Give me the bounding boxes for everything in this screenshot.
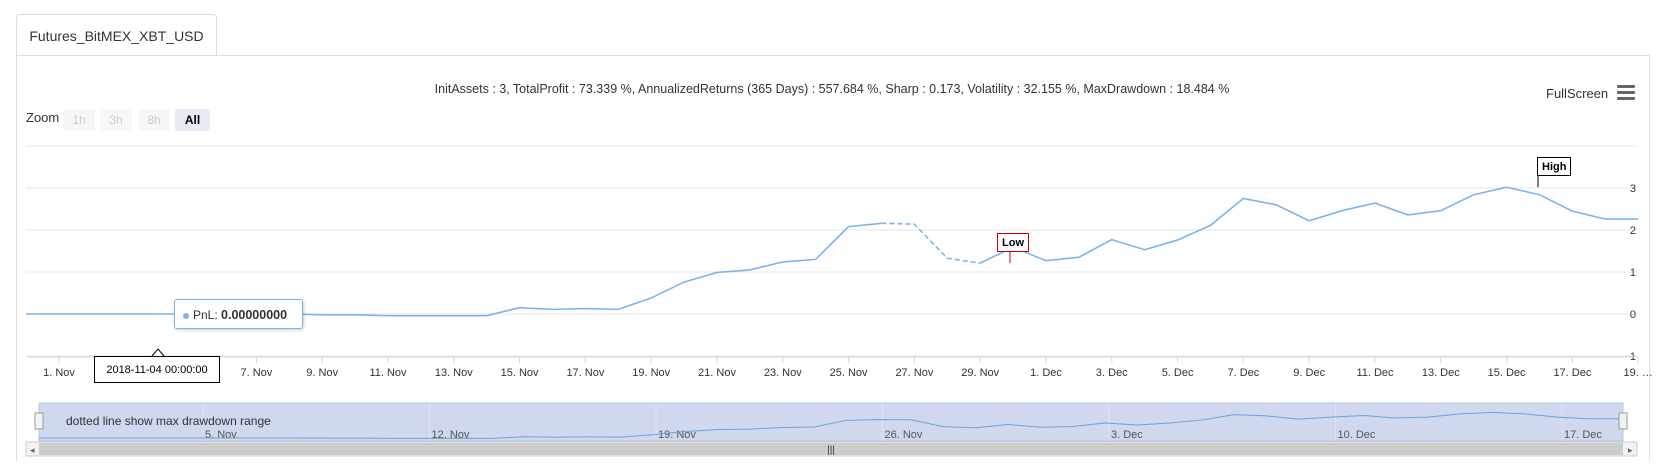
y-tick-label: 3 [1630, 183, 1636, 195]
x-tick-label: 15. Dec [1488, 367, 1526, 379]
navigator-tick-label: 5. Nov [205, 429, 237, 441]
navigator-series-line [39, 411, 1622, 439]
pnl-series-line [26, 222, 882, 317]
navigator-handle [1618, 412, 1628, 430]
x-tick-label: 11. Nov [369, 367, 407, 379]
x-tick-label: 17. Nov [566, 367, 604, 379]
x-tick-label: 11. Dec [1356, 367, 1394, 379]
hamburger-icon[interactable] [1617, 85, 1635, 101]
x-tick-label: 7. Nov [241, 367, 273, 379]
navigator-tick-label: 26. Nov [885, 429, 923, 441]
pnl-tooltip: PnL: 0.00000000 [174, 299, 303, 329]
navigator-handle [34, 412, 44, 430]
x-crosshair-label: 2018-11-04 00:00:00 [94, 356, 220, 383]
x-tick-label: 25. Nov [830, 367, 868, 379]
tab-bar: Futures_BitMEX_XBT_USD [0, 0, 1664, 56]
x-tick-label: 23. Nov [764, 367, 802, 379]
x-tick-label: 9. Nov [306, 367, 338, 379]
x-tick-label: 5. Dec [1162, 367, 1194, 379]
zoom-1h-button[interactable]: 1h [63, 109, 95, 131]
x-tick-label: 13. Nov [435, 367, 473, 379]
x-tick-label: 3. Dec [1096, 367, 1128, 379]
navigator-tick-label: 17. Dec [1564, 429, 1602, 441]
y-tick-label: 2 [1630, 225, 1636, 237]
high-flag: High [1537, 157, 1572, 176]
series-dot-icon [183, 312, 189, 319]
scroll-left-icon: ◂ [30, 445, 35, 455]
scrollbar-grip-icon: ||| [827, 445, 835, 456]
drawdown-dashed-line [881, 222, 981, 264]
zoom-all-button[interactable]: All [175, 109, 210, 131]
x-tick-label: 7. Dec [1228, 367, 1260, 379]
tooltip-value: 0.00000000 [221, 308, 288, 322]
x-tick-label: 19. Nov [632, 367, 670, 379]
navigator-tick-label: 12. Nov [432, 429, 470, 441]
navigator-note: dotted line show max drawdown range [66, 414, 271, 428]
x-tick-label: 13. Dec [1422, 367, 1460, 379]
tab-futures-bitmex-xbt-usd[interactable]: Futures_BitMEX_XBT_USD [16, 14, 217, 56]
x-label-arrow [151, 348, 165, 357]
navigator-tick-label: 19. Nov [658, 429, 696, 441]
x-tick-label: 1. Nov [43, 367, 75, 379]
tooltip-series-label: PnL: [193, 308, 218, 322]
pnl-series-line [979, 186, 1639, 264]
chart-panel [16, 56, 1650, 461]
zoom-label: Zoom [26, 110, 60, 125]
x-tick-label: 29. Nov [961, 367, 999, 379]
navigator-window [38, 402, 1624, 442]
y-tick-label: 1 [1630, 267, 1636, 279]
x-tick-label: 21. Nov [698, 367, 736, 379]
x-tick-label: 9. Dec [1293, 367, 1325, 379]
x-tick-label: 1. Dec [1030, 367, 1062, 379]
zoom-8h-button[interactable]: 8h [138, 109, 170, 131]
tab-divider [16, 55, 1650, 56]
navigator-tick-label: 3. Dec [1111, 429, 1143, 441]
x-tick-label: 27. Nov [895, 367, 933, 379]
x-tick-label: 19. … [1624, 367, 1653, 379]
zoom-3h-button[interactable]: 3h [100, 109, 132, 131]
scroll-right-icon: ▸ [1628, 445, 1633, 455]
fullscreen-button[interactable]: FullScreen [1546, 86, 1609, 101]
stats-summary: InitAssets : 3, TotalProfit : 73.339 %, … [434, 82, 1230, 96]
scrollbar-thumb [39, 443, 1623, 455]
low-flag: Low [997, 233, 1029, 252]
x-tick-label: 15. Nov [501, 367, 539, 379]
navigator-tick-label: 10. Dec [1338, 429, 1376, 441]
x-tick-label: 17. Dec [1553, 367, 1591, 379]
y-tick-label: 0 [1630, 309, 1636, 321]
